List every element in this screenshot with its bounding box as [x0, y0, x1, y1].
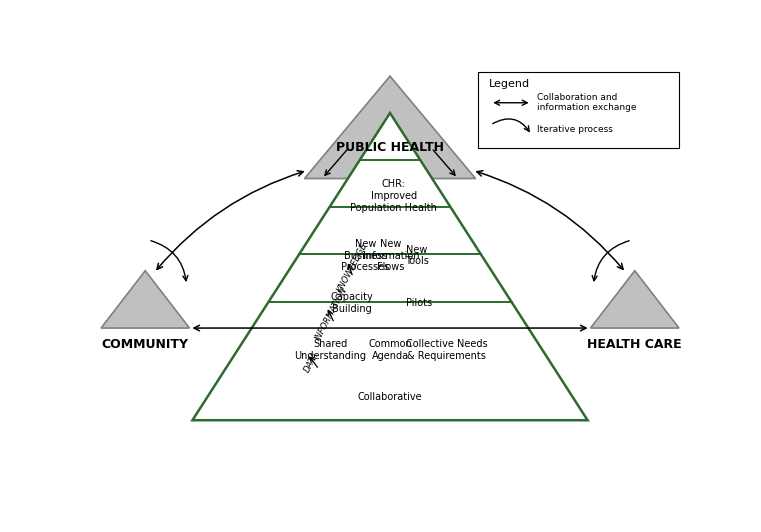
Text: Collaboration and
information exchange: Collaboration and information exchange	[537, 93, 637, 112]
Text: INFORMATION: INFORMATION	[314, 286, 349, 343]
Text: New
Business
Processes: New Business Processes	[341, 239, 390, 272]
Text: Iterative process: Iterative process	[537, 126, 613, 135]
Text: PUBLIC HEALTH: PUBLIC HEALTH	[336, 142, 444, 154]
Polygon shape	[193, 113, 587, 420]
Text: New
Information
Flows: New Information Flows	[363, 239, 419, 272]
Text: DATA: DATA	[303, 350, 320, 373]
Text: Common
Agenda: Common Agenda	[368, 339, 412, 361]
FancyBboxPatch shape	[479, 72, 679, 148]
Text: Collective Needs
& Requirements: Collective Needs & Requirements	[406, 339, 487, 361]
Text: Legend: Legend	[489, 79, 530, 89]
Text: Capacity
Building: Capacity Building	[331, 292, 374, 314]
Polygon shape	[304, 76, 476, 179]
Text: CHR:
Improved
Population Health: CHR: Improved Population Health	[350, 179, 437, 213]
Text: Pilots: Pilots	[406, 298, 432, 308]
Polygon shape	[101, 271, 189, 328]
Text: Shared
Understanding: Shared Understanding	[295, 339, 367, 361]
Text: Collaborative: Collaborative	[358, 392, 422, 402]
Text: KNOWLEDGE: KNOWLEDGE	[336, 242, 369, 294]
Polygon shape	[591, 271, 679, 328]
Text: HEALTH CARE: HEALTH CARE	[587, 338, 682, 351]
Text: New
Tools: New Tools	[405, 245, 428, 267]
Text: COMMUNITY: COMMUNITY	[102, 338, 189, 351]
